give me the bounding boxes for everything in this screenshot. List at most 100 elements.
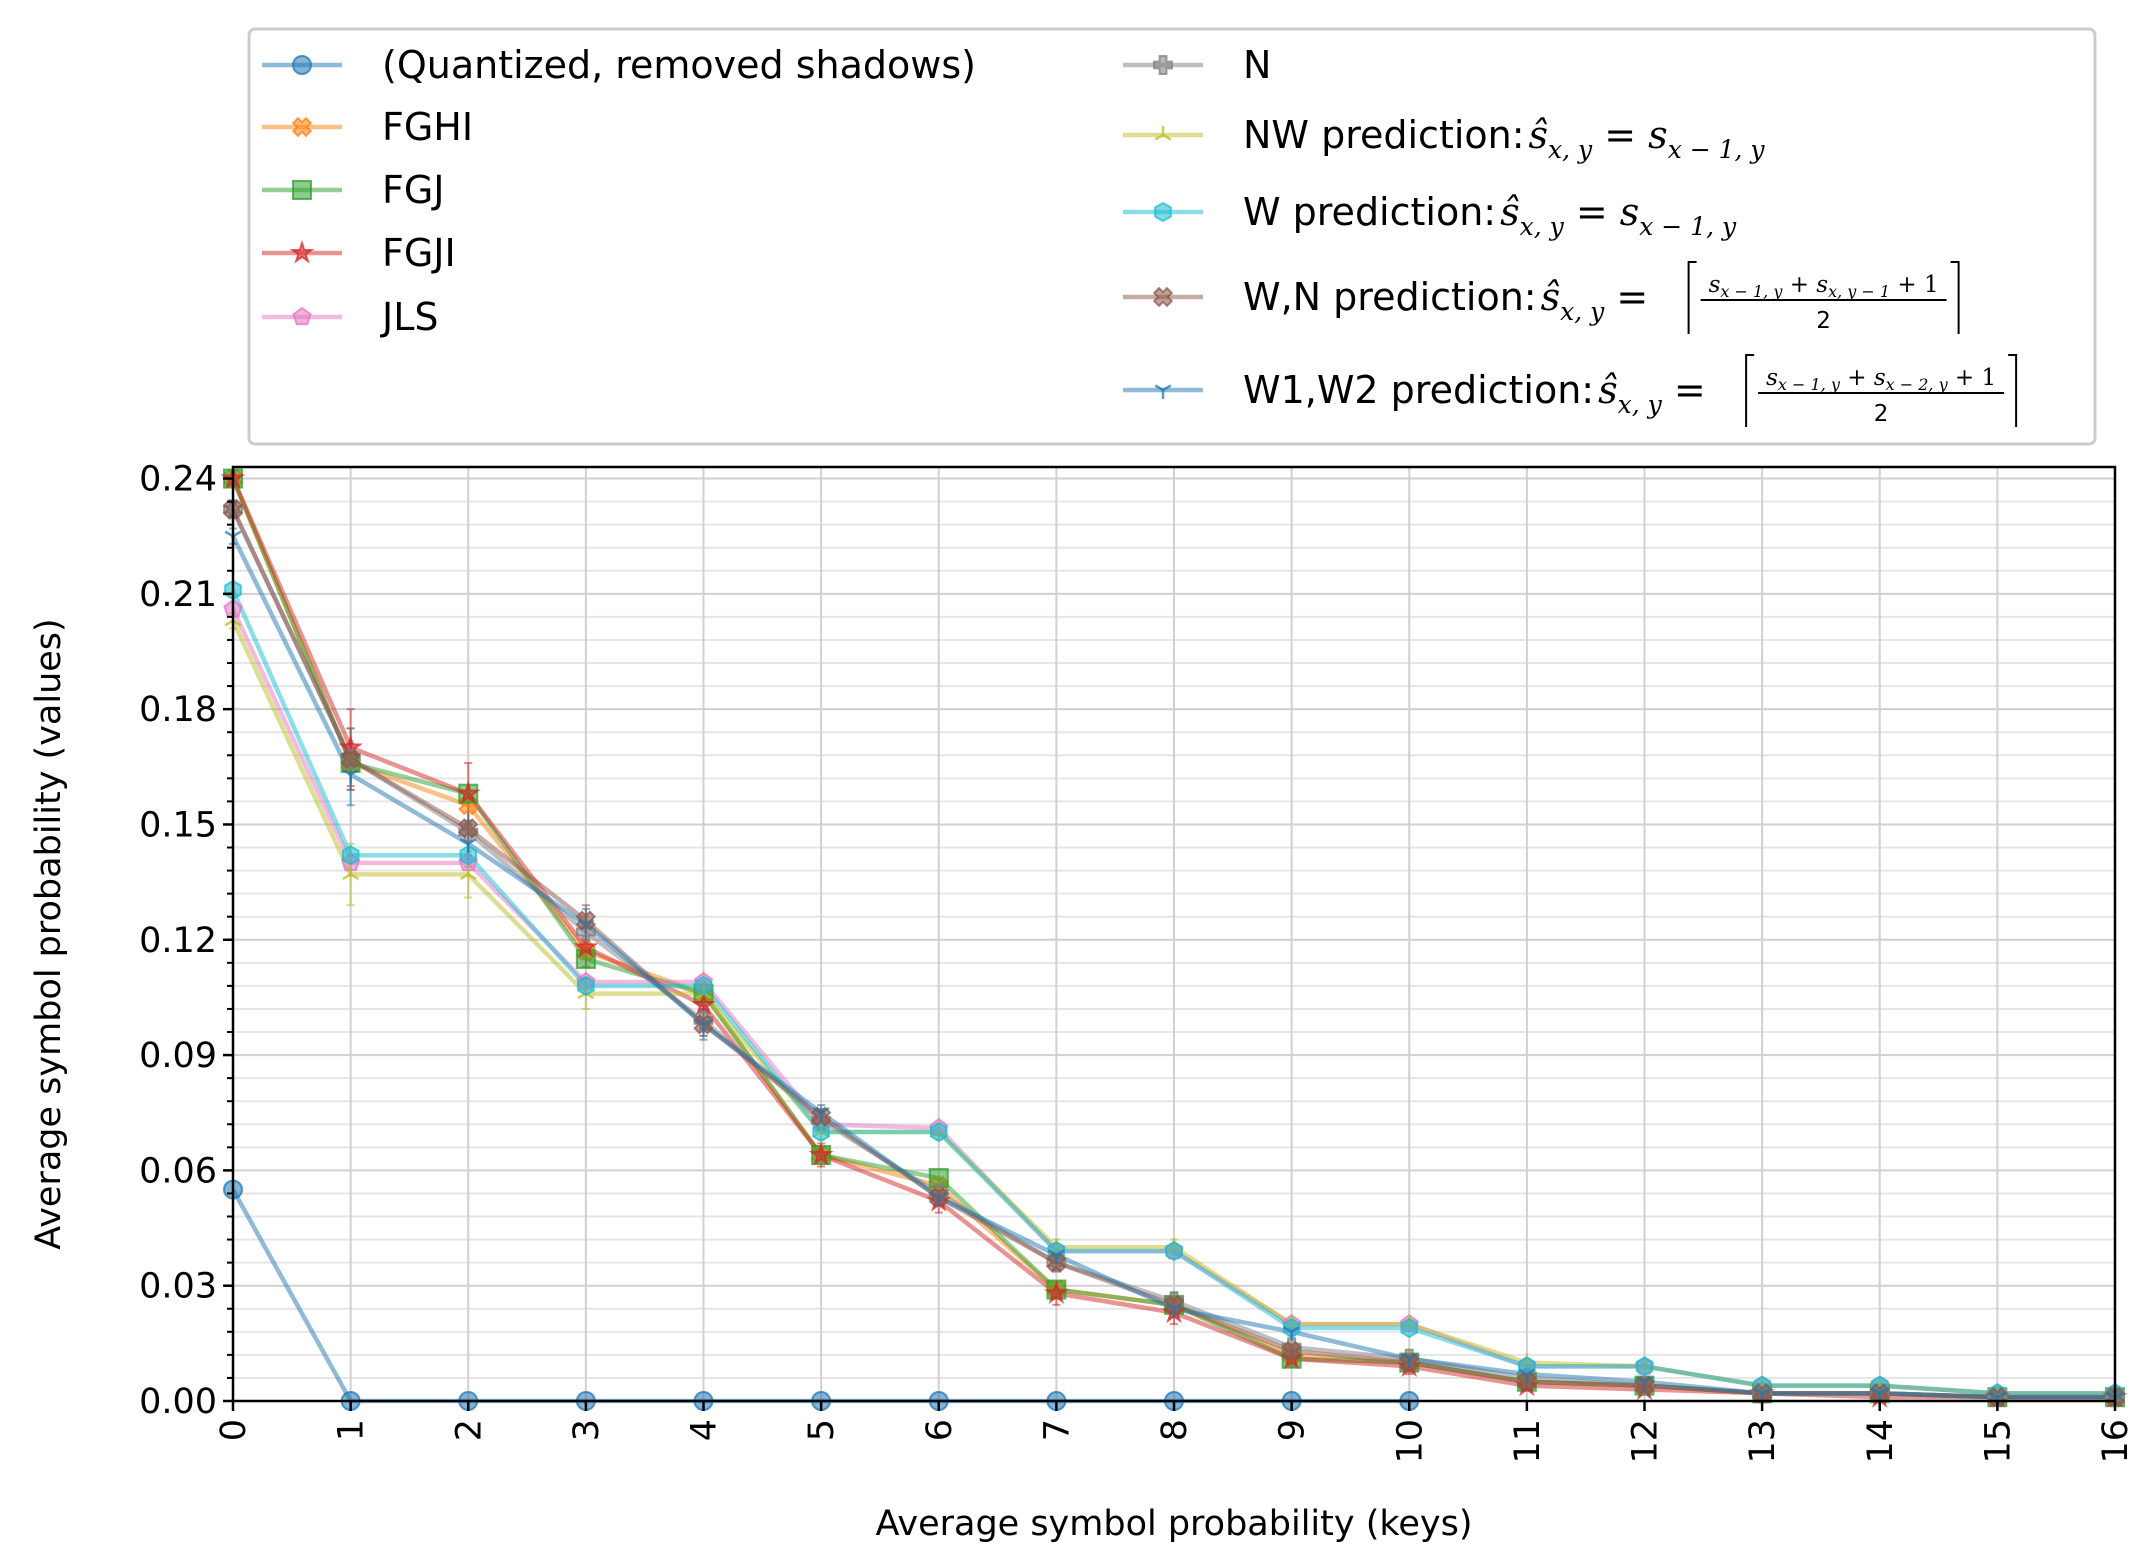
data-point-s8-shape bbox=[340, 748, 361, 770]
data-point-s9-arm bbox=[1518, 1368, 1528, 1376]
data-point-s9 bbox=[1283, 1326, 1301, 1341]
data-point-s8 bbox=[340, 748, 361, 770]
formula-lhs: ŝx, y = bbox=[1598, 368, 1706, 419]
data-point-s9 bbox=[1047, 1249, 1065, 1264]
data-point-s7 bbox=[1400, 1317, 1419, 1339]
legend-label: FGHI bbox=[382, 105, 473, 149]
x-axis-label: Average symbol probability (keys) bbox=[875, 1504, 1472, 1544]
x-tick-label: 13 bbox=[1743, 1419, 1783, 1464]
data-point-s3 bbox=[691, 991, 716, 1016]
data-point-s9-arm bbox=[820, 1107, 830, 1114]
legend-marker bbox=[1154, 384, 1172, 399]
data-point-s9-arm bbox=[1871, 1387, 1881, 1395]
x-tick-label: 14 bbox=[1861, 1419, 1901, 1464]
x-tick-label: 9 bbox=[1273, 1419, 1313, 1441]
data-point-s9 bbox=[1636, 1376, 1653, 1391]
data-point-s8 bbox=[1281, 1340, 1302, 1362]
data-point-s3 bbox=[808, 1141, 834, 1166]
data-point-s9-arm bbox=[1173, 1303, 1183, 1310]
x-tick-label: 2 bbox=[449, 1419, 489, 1441]
x-axis: 0 1 2 3 4 5 6 7 8 9 10 11 12 13 14 15 16 bbox=[214, 1401, 2136, 1464]
data-point-s9-arm bbox=[812, 1107, 822, 1114]
x-tick-label: 12 bbox=[1626, 1419, 1666, 1464]
formula-denominator: 2 bbox=[1816, 308, 1831, 334]
y-axis: 0.00 0.03 0.06 0.09 0.12 0.15 0.18 0.21 0.24 bbox=[139, 460, 233, 1422]
data-point-s8-shape bbox=[458, 818, 479, 839]
data-point-s8-shape bbox=[1281, 1340, 1302, 1362]
legend-formula: ŝx, y = sx − 1, y + sx, y − 1 + 1 2 bbox=[1541, 261, 1960, 334]
legend-marker-shape bbox=[291, 116, 313, 138]
y-tick-label: 0.18 bbox=[139, 690, 217, 730]
y-tick-label: 0.03 bbox=[139, 1267, 217, 1307]
data-point-s6 bbox=[459, 865, 477, 881]
data-point-s3 bbox=[455, 780, 481, 805]
data-point-s9-arm bbox=[1400, 1353, 1410, 1360]
x-tick-label: 8 bbox=[1155, 1419, 1195, 1441]
y-tick-label: 0.00 bbox=[139, 1382, 217, 1422]
legend-formula: ŝx, y = sx − 1, y bbox=[1500, 190, 1737, 241]
legend-marker bbox=[292, 306, 312, 326]
x-tick-label: 15 bbox=[1978, 1419, 2018, 1464]
legend-marker bbox=[292, 55, 312, 75]
data-point-s9-arm bbox=[1526, 1368, 1536, 1376]
data-point-s9-arm bbox=[930, 1191, 940, 1199]
legend-marker bbox=[1152, 286, 1174, 308]
data-point-s9-arm bbox=[1643, 1376, 1653, 1383]
data-point-s9-arm bbox=[1055, 1249, 1065, 1257]
formula-numerator: sx − 1, y + sx, y − 1 + 1 bbox=[1709, 272, 1939, 301]
data-point-s9-arm bbox=[1753, 1387, 1763, 1395]
legend-label: W1,W2 prediction: bbox=[1243, 368, 1594, 412]
data-point-s6-arm bbox=[232, 619, 242, 627]
data-point-s6-arm bbox=[224, 619, 234, 627]
data-point-s7 bbox=[1635, 1356, 1654, 1377]
formula-denominator: 2 bbox=[1874, 401, 1889, 427]
legend-marker-arm bbox=[1154, 133, 1164, 141]
x-tick-label: 6 bbox=[920, 1419, 960, 1441]
legend: (Quantized, removed shadows) FGHI FGJ FGJI J… bbox=[247, 27, 2097, 446]
legend-marker bbox=[1154, 201, 1172, 223]
data-point-s6-arm bbox=[349, 873, 360, 881]
plot-area bbox=[220, 465, 2128, 1411]
data-point-s3 bbox=[1043, 1280, 1069, 1305]
data-point-s7 bbox=[341, 845, 360, 866]
x-tick-label: 7 bbox=[1037, 1419, 1077, 1441]
x-tick-label: 11 bbox=[1508, 1419, 1548, 1464]
y-tick-label: 0.21 bbox=[139, 575, 217, 615]
data-point-s9-arm bbox=[585, 918, 595, 926]
data-point-s9-arm bbox=[467, 838, 477, 845]
data-point-s6 bbox=[342, 865, 360, 881]
ceil-right bbox=[2008, 354, 2018, 427]
legend-marker-arm bbox=[1162, 133, 1172, 141]
data-point-s9 bbox=[342, 768, 360, 784]
legend-marker bbox=[291, 116, 313, 138]
legend-label: W,N prediction: bbox=[1243, 275, 1537, 319]
y-tick-label: 0.15 bbox=[139, 805, 217, 845]
legend-label: NW prediction: bbox=[1243, 113, 1525, 157]
data-point-s9-arm bbox=[1290, 1326, 1301, 1333]
formula-lhs: ŝx, y = bbox=[1541, 275, 1649, 326]
data-point-s6-arm bbox=[342, 873, 352, 881]
data-point-s9-arm bbox=[342, 768, 352, 776]
data-point-s9 bbox=[1518, 1368, 1536, 1384]
data-point-s9 bbox=[695, 1018, 712, 1034]
data-point-s9 bbox=[459, 838, 477, 853]
y-tick-label: 0.24 bbox=[139, 460, 217, 500]
data-point-s7 bbox=[929, 1121, 948, 1143]
data-point-s7 bbox=[459, 845, 478, 866]
legend-frame bbox=[247, 27, 2097, 446]
data-point-s6-arm bbox=[467, 873, 477, 881]
ceil-left bbox=[1745, 354, 1755, 427]
y-tick-label: 0.09 bbox=[139, 1036, 217, 1076]
data-point-s9 bbox=[812, 1107, 830, 1122]
data-point-s9-arm bbox=[1988, 1391, 1999, 1399]
data-point-s9-arm bbox=[349, 768, 360, 776]
x-tick-label: 5 bbox=[802, 1419, 842, 1441]
data-point-s9-arm bbox=[1996, 1391, 2006, 1399]
legend-marker-shape bbox=[1152, 286, 1174, 308]
formula-numerator: sx − 1, y + sx − 2, y + 1 bbox=[1766, 365, 1996, 394]
data-point-s7 bbox=[577, 975, 595, 997]
legend-formula: ŝx, y = sx − 1, y bbox=[1529, 113, 1766, 164]
legend-label: FGJ bbox=[382, 168, 445, 212]
x-tick-label: 16 bbox=[2096, 1419, 2136, 1464]
